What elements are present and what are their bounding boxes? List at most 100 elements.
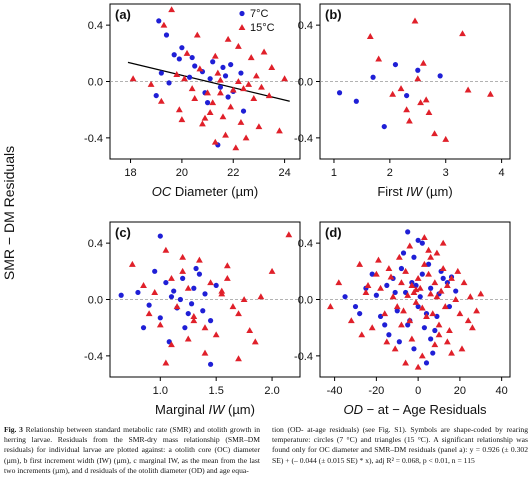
figure: SMR − DM Residuals 18 20 22 24-0.40.00.4OC … <box>1 3 511 417</box>
panel-c-triangle-point <box>173 303 181 310</box>
panel-d-circle-point <box>428 285 434 291</box>
panel-d-triangle-point <box>443 282 451 288</box>
panel-c-triangle-point <box>223 274 231 281</box>
panel-a-circle-point <box>204 100 211 106</box>
panel-c-triangle-point <box>218 290 226 297</box>
panel-a-circle-point <box>217 84 224 90</box>
panel-d-y-tick-label: -0.4 <box>294 351 313 363</box>
panel-a-triangle-point <box>173 71 181 78</box>
panel-a-x-tick-label: 24 <box>278 167 290 179</box>
panel-b-y-tick-label: 0.0 <box>298 77 313 89</box>
panel-d-triangle-point <box>469 324 476 331</box>
panel-d-triangle-point <box>464 317 472 324</box>
panel-d-triangle-point <box>425 246 432 253</box>
panel-b-x-tick-label: 1 <box>331 167 337 179</box>
panel-b-triangle-point <box>389 90 397 97</box>
panel-c-circle-point <box>193 265 199 272</box>
panel-a-triangle-point <box>227 103 235 110</box>
panel-d-triangle-point <box>408 335 416 342</box>
panel-c-triangle-point <box>179 267 187 274</box>
panel-a-x-axis-label: OC Diameter (µm) <box>152 184 258 199</box>
panel-c-circle-point <box>157 315 163 321</box>
panel-a-triangle-point <box>188 85 196 92</box>
panel-c-y-tick-label: -0.4 <box>84 351 103 363</box>
panel-d-triangle-point <box>383 338 391 345</box>
panel-d-x-tick-label: -40 <box>327 385 343 397</box>
panel-d-circle-point <box>434 313 440 320</box>
panel-d-circle-point <box>413 282 419 289</box>
panel-d-circle-point <box>396 339 402 345</box>
panel-b: 1 2 3 4 -0.4 0.0 0.4 First IW (µm) (b) <box>294 3 511 199</box>
panel-b-label: (b) <box>325 7 342 22</box>
panel-c-triangle-point <box>212 331 220 338</box>
panel-c-y-tick-label: 0.0 <box>88 295 103 307</box>
panel-c-triangle-point <box>145 310 153 317</box>
panel-c-triangle-point <box>196 256 203 263</box>
panel-a-triangle-point <box>250 95 258 101</box>
panel-a-circle-point <box>163 32 170 38</box>
panel-d-triangle-point <box>412 298 420 305</box>
panel-b-triangle-point <box>375 55 383 62</box>
panel-b-triangle-point <box>425 109 433 116</box>
panel-d-circle-point <box>400 250 407 256</box>
panel-d-triangle-point <box>466 293 474 300</box>
panel-d-circle-point <box>421 325 427 331</box>
panel-a-triangle-point <box>157 97 165 104</box>
panel-a-triangle-point <box>211 138 219 145</box>
panel-a-circle-point <box>222 73 229 79</box>
panel-b-triangle-point <box>406 117 413 124</box>
panel-d-triangle-point <box>362 289 370 296</box>
panel-d-circle-point <box>357 310 363 317</box>
panel-a-triangle-point <box>219 113 227 120</box>
legend-entry-label: 15°C <box>250 22 275 34</box>
panel-c-triangle-point <box>190 317 198 324</box>
panel-d-triangle-point <box>414 274 422 281</box>
panel-d-triangle-point <box>375 256 382 263</box>
panel-c-circle-point <box>200 308 206 314</box>
panel-d-triangle-point <box>473 307 480 314</box>
shared-y-axis-label: SMR − DM Residuals <box>1 146 17 280</box>
panel-a-circle-point <box>158 70 164 76</box>
panel-d-triangle-point <box>460 279 468 286</box>
panel-c-triangle-point <box>240 296 248 303</box>
panel-d-triangle-point <box>433 249 441 256</box>
panel-c-triangle-point <box>168 341 175 348</box>
panel-a-triangle-point <box>214 69 222 76</box>
panel-d-triangle-point <box>431 341 439 348</box>
panel-d-triangle-point <box>400 307 407 314</box>
panel-c-triangle-point <box>268 267 276 274</box>
panel-d-circle-point <box>394 308 400 314</box>
panel-a-circle-point <box>166 80 172 86</box>
panel-d-triangle-point <box>393 303 401 310</box>
panel-a-triangle-point <box>175 106 183 113</box>
panel-a-circle-point <box>189 54 195 61</box>
panel-d-triangle-point <box>404 291 412 298</box>
panel-d-x-tick-label: -20 <box>368 385 384 397</box>
panel-b-circle-point <box>353 98 359 104</box>
panel-d-triangle-point <box>406 317 414 324</box>
panel-c-circle-point <box>191 285 197 291</box>
panel-d-triangle-point <box>387 273 395 280</box>
panel-a-triangle-point <box>222 131 229 138</box>
panel-c-triangle-point <box>140 282 147 288</box>
panel-d-triangle-point <box>402 359 410 366</box>
panel-c-triangle-point <box>285 231 293 238</box>
panel-d-triangle-point <box>423 313 430 319</box>
panel-d-circle-point <box>342 294 348 300</box>
panel-c-triangle-point <box>128 260 136 267</box>
panel-d-triangle-point <box>420 234 428 241</box>
legend-circle-marker <box>239 10 245 17</box>
panel-d-triangle-point <box>439 239 447 246</box>
panel-a-triangle-point <box>204 89 211 96</box>
panel-b-triangle-point <box>411 17 419 24</box>
panel-a-triangle-point <box>252 72 260 79</box>
panel-d-x-tick-label: 40 <box>496 385 508 397</box>
panel-c-circle-point <box>135 289 141 296</box>
panel-d-triangle-point <box>448 274 455 281</box>
panel-a-triangle-point <box>268 64 276 70</box>
panel-d-y-tick-label: 0.4 <box>298 238 313 250</box>
panel-c-x-axis-label: Marginal IW (µm) <box>155 402 255 417</box>
panel-b-circle-point <box>381 123 387 130</box>
panel-c-circle-point <box>168 294 175 300</box>
panel-a-triangle-point <box>255 123 263 130</box>
